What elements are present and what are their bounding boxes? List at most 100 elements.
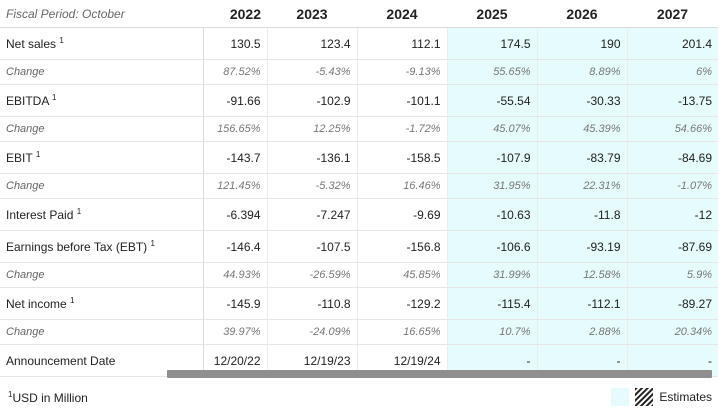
value-cell: -107.9: [446, 141, 537, 174]
hatch-pattern-icon: [635, 388, 654, 406]
row-label-text: EBITDA: [6, 94, 49, 108]
value-cell: 45.85%: [356, 262, 447, 288]
value-cell: -7.247: [266, 198, 357, 231]
change-label: Change: [0, 59, 204, 85]
year-header[interactable]: 2023: [267, 0, 357, 28]
estimates-legend: Estimates: [611, 388, 712, 406]
legend-label: Estimates: [659, 390, 712, 404]
value-cell: -9.13%: [356, 59, 447, 85]
metric-label: Net sales 1: [0, 27, 204, 60]
value-cell: -158.5: [356, 141, 447, 174]
value-cell: 123.4: [266, 27, 357, 60]
footnote-ref: 1: [76, 207, 82, 216]
value-cell: -87.69: [626, 230, 718, 263]
row-label-text: Change: [6, 326, 45, 338]
header-row: Fiscal Period: October 2022 2023 2024 20…: [0, 0, 718, 28]
value-cell: 8.89%: [536, 59, 627, 85]
value-cell: -12: [626, 198, 718, 231]
value-cell: -115.4: [446, 287, 537, 320]
footnote-ref: 1: [70, 296, 75, 305]
footnote-mark: 1: [8, 390, 13, 399]
value-cell: -143.7: [202, 141, 267, 174]
value-cell: -112.1: [536, 287, 627, 320]
value-cell: 190: [536, 27, 627, 60]
value-cell: 54.66%: [626, 116, 718, 142]
metric-row: EBIT 1 -143.7 -136.1 -158.5 -107.9 -83.79 -84.…: [0, 141, 718, 174]
value-cell: -146.4: [202, 230, 267, 263]
year-header[interactable]: 2026: [537, 0, 627, 28]
value-cell: 20.34%: [626, 319, 718, 345]
value-cell: -83.79: [536, 141, 627, 174]
value-cell: 87.52%: [202, 59, 267, 85]
year-header[interactable]: 2027: [627, 0, 718, 28]
footnote-text: USD in Million: [12, 391, 88, 405]
value-cell: 6%: [626, 59, 718, 85]
value-cell: -93.19: [536, 230, 627, 263]
value-cell: -26.59%: [266, 262, 357, 288]
row-label-text: Announcement Date: [6, 353, 116, 368]
metric-row: EBITDA 1 -91.66 -102.9 -101.1 -55.54 -30.33 -1…: [0, 84, 718, 117]
value-cell: 31.95%: [446, 173, 537, 199]
year-header[interactable]: 2024: [357, 0, 447, 28]
value-cell: 130.5: [202, 27, 267, 60]
value-cell: -84.69: [626, 141, 718, 174]
value-cell: -110.8: [266, 287, 357, 320]
change-row: Change 156.65% 12.25% -1.72% 45.07% 45.39% 54.…: [0, 116, 718, 142]
value-cell: -1.07%: [626, 173, 718, 199]
metric-row: Earnings before Tax (EBT) 1 -146.4 -107.5-…: [0, 230, 718, 263]
value-cell: -91.66: [202, 84, 267, 117]
value-cell: -107.5: [266, 230, 357, 263]
footnote-ref: 1: [59, 36, 64, 45]
value-cell: 31.99%: [446, 262, 537, 288]
year-header[interactable]: 2025: [447, 0, 537, 28]
value-cell: -10.63: [446, 198, 537, 231]
metric-label: Net income 1: [0, 287, 204, 320]
value-cell: 121.45%: [202, 173, 267, 199]
value-cell: 45.39%: [536, 116, 627, 142]
value-cell: 12.25%: [266, 116, 357, 142]
value-cell: -30.33: [536, 84, 627, 117]
horizontal-scrollbar[interactable]: [167, 370, 712, 378]
footnote-ref: 1: [35, 150, 41, 159]
value-cell: -9.69: [356, 198, 447, 231]
row-label-text: Change: [6, 180, 45, 192]
metric-label: Interest Paid 1: [0, 198, 204, 231]
year-header[interactable]: 2022: [203, 0, 267, 28]
metric-row: Net sales 1 130.5 123.4 112.1 174.5 190 201.4: [0, 27, 718, 60]
value-cell: -156.8: [356, 230, 447, 263]
fiscal-period-label: Fiscal Period: October: [0, 0, 203, 28]
value-cell: 112.1: [356, 27, 447, 60]
value-cell: -5.43%: [266, 59, 357, 85]
value-cell: 174.5: [446, 27, 537, 60]
metric-label: Earnings before Tax (EBT) 1: [0, 230, 204, 263]
footnote-ref: 1: [150, 239, 155, 248]
metric-row: Net income 1 -145.9 -110.8 -129.2 -115.4 -112…: [0, 287, 718, 320]
financial-table: Fiscal Period: October 2022 2023 2024 20…: [0, 0, 718, 377]
value-cell: 2.88%: [536, 319, 627, 345]
value-cell: -1.72%: [356, 116, 447, 142]
value-cell: 55.65%: [446, 59, 537, 85]
value-cell: -106.6: [446, 230, 537, 263]
value-cell: 10.7%: [446, 319, 537, 345]
change-row: Change 44.93% -26.59% 45.85% 31.99% 12.58% 5.9…: [0, 262, 718, 288]
row-label-text: Interest Paid: [6, 208, 74, 222]
row-label-text: Net income: [6, 297, 67, 311]
row-label-text: Change: [6, 123, 45, 135]
estimate-color-swatch: [611, 388, 630, 406]
value-cell: 156.65%: [202, 116, 267, 142]
value-cell: 22.31%: [536, 173, 627, 199]
row-label-text: EBIT: [6, 151, 33, 165]
change-label: Change: [0, 173, 204, 199]
value-cell: -129.2: [356, 287, 447, 320]
change-label: Change: [0, 116, 204, 142]
row-label-text: Change: [6, 66, 45, 78]
value-cell: -5.32%: [266, 173, 357, 199]
change-label: Change: [0, 262, 204, 288]
change-row: Change 39.97% -24.09% 16.65% 10.7% 2.88% 20.34…: [0, 319, 718, 345]
metric-label: EBIT 1: [0, 141, 204, 174]
value-cell: 44.93%: [202, 262, 267, 288]
metric-row: Interest Paid 1 -6.394 -7.247 -9.69 -10.63 -1…: [0, 198, 718, 231]
value-cell: 39.97%: [202, 319, 267, 345]
value-cell: -11.8: [536, 198, 627, 231]
footnote-ref: 1: [52, 93, 57, 102]
